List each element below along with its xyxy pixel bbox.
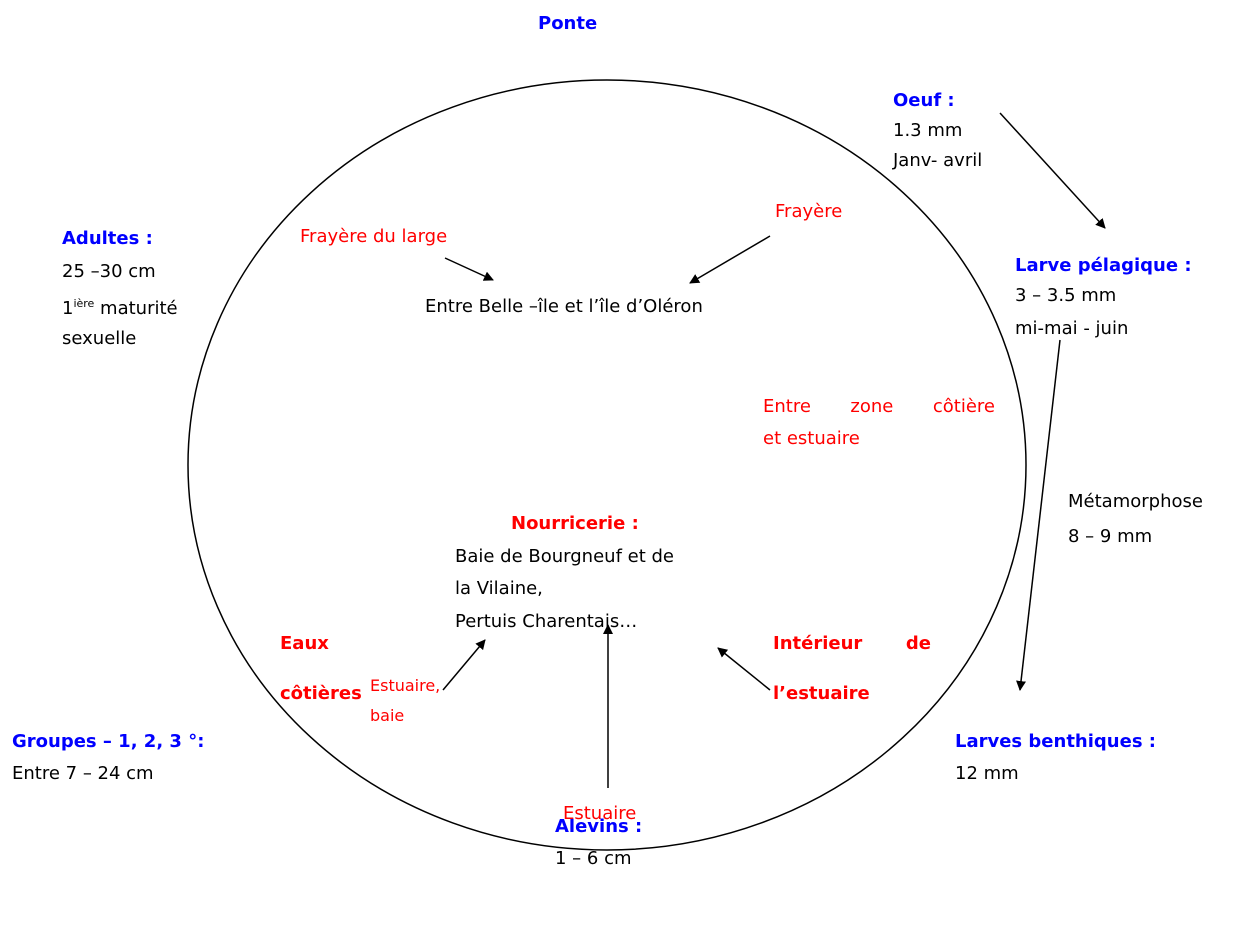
- stage-title: Larves benthiques :: [955, 731, 1156, 752]
- superscript: ière: [73, 297, 95, 310]
- stage-text: 8 – 9 mm: [1068, 526, 1153, 547]
- arrow: [442, 639, 486, 691]
- arrow: [1016, 339, 1061, 691]
- stage-text: 25 –30 cm: [62, 261, 156, 282]
- stage-text: Janv- avril: [893, 150, 983, 171]
- stage-title: Ponte: [538, 13, 598, 34]
- stage-title: Alevins :: [555, 816, 643, 837]
- stage-title: Oeuf :: [893, 90, 955, 111]
- stage-text: 1.3 mm: [893, 120, 963, 141]
- location-text: Entre Belle –île et l’île d’Oléron: [425, 296, 703, 317]
- arrow: [717, 647, 771, 691]
- stage-text: 1: [62, 298, 74, 319]
- stage-text: 1ière maturité: [62, 289, 178, 324]
- habitat-label: baie: [370, 706, 405, 725]
- location-text: Baie de Bourgneuf et de: [455, 546, 674, 567]
- habitat-title: Eaux: [280, 633, 329, 654]
- stage-title: Groupes – 1, 2, 3 °:: [12, 731, 205, 752]
- habitat-label: Frayère du large: [300, 226, 448, 247]
- arrow: [999, 112, 1106, 229]
- stage-text: 3 – 3.5 mm: [1015, 285, 1117, 306]
- location-text: Pertuis Charentais…: [455, 611, 638, 632]
- stage-text: Métamorphose: [1068, 491, 1203, 512]
- arrow: [689, 235, 771, 284]
- stage-text: Entre 7 – 24 cm: [12, 763, 154, 784]
- habitat-label: Estuaire,: [370, 676, 441, 695]
- stage-title: Larve pélagique :: [1015, 255, 1192, 276]
- stage-text: sexuelle: [62, 328, 137, 349]
- habitat-label: Estuaire: [563, 803, 637, 824]
- location-text: la Vilaine,: [455, 578, 543, 599]
- stage-text: 1 – 6 cm: [555, 848, 632, 869]
- stage-title: Adultes :: [62, 228, 153, 249]
- habitat-label: et estuaire: [763, 428, 860, 449]
- cycle-circle: [187, 79, 1027, 851]
- habitat-label: Entre zone côtière: [763, 396, 995, 417]
- habitat-title: l’estuaire: [773, 683, 870, 704]
- arrow: [444, 257, 494, 281]
- habitat-title: côtières: [280, 683, 362, 704]
- habitat-label: Frayère: [775, 201, 843, 222]
- stage-text: 12 mm: [955, 763, 1019, 784]
- habitat-title: Nourricerie :: [511, 513, 639, 534]
- stage-text: mi-mai - juin: [1015, 318, 1129, 339]
- stage-text: maturité: [94, 298, 178, 319]
- habitat-title: Intérieur de: [773, 633, 931, 654]
